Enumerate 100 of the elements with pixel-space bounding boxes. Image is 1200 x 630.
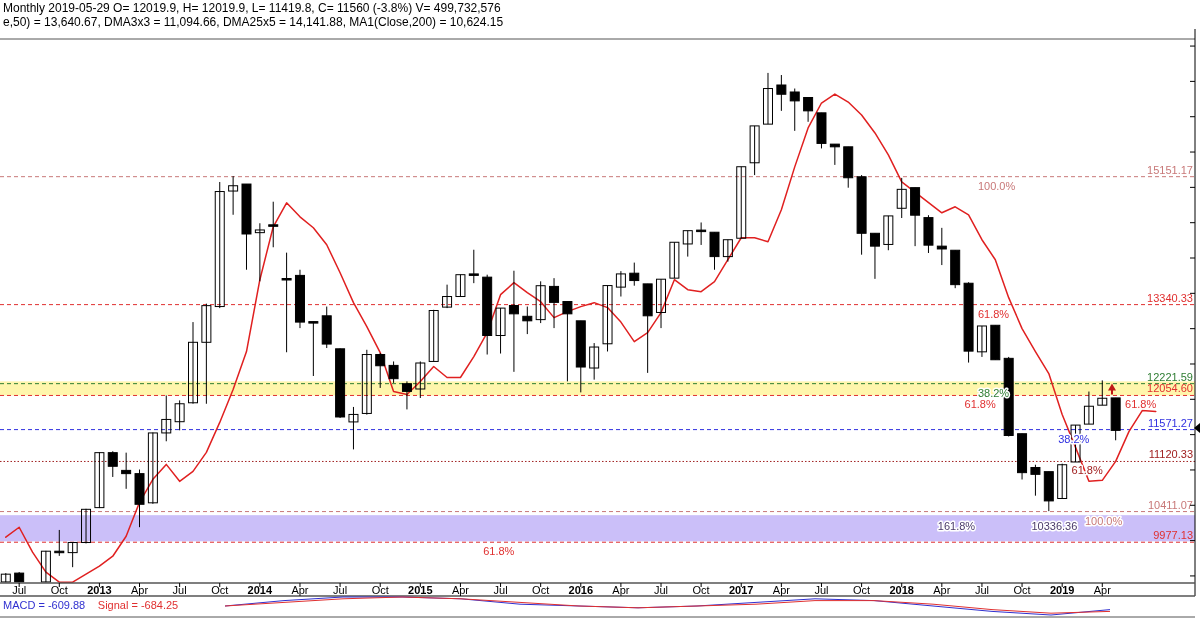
candlestick (428, 309, 439, 362)
candlestick (762, 72, 773, 125)
x-tick-label: Apr (451, 584, 470, 596)
ref-line-label: 11120.33 (1148, 448, 1193, 461)
candlestick (308, 321, 319, 377)
candlestick (803, 97, 814, 123)
x-tick-label: 2017 (729, 584, 754, 596)
candlestick (188, 321, 198, 405)
candlestick (615, 270, 626, 298)
candlestick (161, 395, 172, 442)
candlestick (1057, 463, 1068, 499)
candlestick (562, 301, 573, 382)
candlestick (201, 303, 212, 405)
candlestick (883, 215, 894, 251)
candlestick (896, 177, 907, 219)
text: Signal = -684.25 (97, 599, 179, 611)
x-tick-label: Jul (974, 584, 989, 596)
x-tick-label: Jul (333, 584, 348, 596)
text: MACD = -609.88 (3, 599, 86, 611)
candlestick (388, 360, 399, 384)
candlestick (94, 451, 105, 509)
x-tick-label: 2014 (247, 584, 273, 596)
candlestick (722, 239, 733, 263)
candlestick (869, 232, 880, 280)
x-tick-label: Oct (853, 584, 871, 596)
ref-line-label: 15151.17 (1147, 163, 1193, 176)
candlestick (508, 270, 519, 373)
annotation: 61.8% (964, 398, 996, 411)
ref-line-label: 12221.59 (1147, 370, 1193, 383)
candlestick (589, 342, 600, 381)
chart-title: Monthly 2019-05-29 O= 12019.9, H= 12019.9, L= 11419.8, C= 11560 (-3.8%) V= 499,732,576 (3, 1, 501, 15)
candlestick (682, 230, 693, 258)
ref-line-label: 11571.27 (1147, 416, 1193, 429)
candlestick (401, 380, 412, 410)
candlestick (361, 349, 372, 416)
candlestick (1097, 379, 1108, 406)
candlestick (829, 143, 840, 166)
candlestick (174, 399, 185, 431)
candlestick (67, 541, 78, 568)
x-tick-label: 2015 (408, 584, 433, 596)
candlestick (1083, 391, 1094, 425)
candlestick (81, 508, 92, 544)
candlestick (976, 325, 987, 358)
ref-line-label: 9977.13 (1153, 529, 1193, 542)
candlestick (214, 181, 225, 309)
annotation: 10336.36 (1031, 519, 1078, 532)
candlestick (535, 280, 546, 324)
annotation: 100.0% (1084, 514, 1123, 527)
candlestick (107, 450, 118, 478)
x-tick-label: Oct (211, 584, 229, 596)
candlestick (495, 307, 506, 355)
candlestick (375, 352, 386, 389)
candlestick (281, 252, 292, 353)
x-tick-label: Oct (692, 584, 710, 596)
x-tick-label: Oct (532, 584, 550, 596)
candlestick (629, 262, 640, 287)
x-tick-label: Jul (814, 584, 829, 596)
candlestick (468, 249, 479, 284)
x-tick-label: 2013 (87, 584, 112, 596)
candlestick (789, 88, 800, 132)
annotation: 61.8% (977, 307, 1010, 320)
candlestick (696, 221, 707, 246)
candlestick (268, 201, 279, 248)
candlestick (736, 166, 747, 239)
x-tick-label: Oct (371, 584, 389, 596)
candlestick (40, 550, 51, 583)
candlestick (749, 125, 760, 176)
candlestick (1030, 464, 1041, 497)
x-tick-label: Apr (1093, 584, 1112, 596)
candlestick (455, 274, 466, 298)
candlestick (121, 452, 132, 490)
x-tick-label: Apr (933, 584, 951, 596)
candlestick (348, 406, 359, 450)
annotation: 61.8% (483, 545, 515, 558)
annotation: 161.8% (937, 519, 976, 532)
x-tick-label: Jul (172, 584, 187, 596)
candlestick (442, 284, 453, 309)
candlestick (415, 360, 426, 399)
candlestick (936, 227, 947, 266)
x-tick-label: Oct (1013, 584, 1031, 596)
x-tick-label: Oct (50, 584, 68, 596)
candlestick (776, 74, 787, 112)
annotation: 100.0% (977, 179, 1016, 192)
candlestick (602, 285, 613, 352)
candlestick (549, 277, 560, 329)
candlestick (228, 175, 239, 216)
x-tick-label: Apr (130, 584, 149, 596)
ref-line-label: 10411.07 (1147, 498, 1193, 511)
x-tick-label: 2016 (568, 584, 594, 596)
candlestick (656, 278, 667, 329)
candlestick (147, 432, 158, 505)
candlestick (254, 222, 265, 282)
x-tick-label: Apr (772, 584, 791, 596)
annotation: 61.8% (1125, 398, 1157, 411)
x-tick-label: Apr (291, 584, 309, 596)
x-tick-label: Jul (12, 584, 27, 596)
x-tick-label: 2018 (889, 584, 914, 596)
candlestick (522, 306, 533, 335)
x-tick-label: 2019 (1049, 584, 1075, 596)
candlestick (669, 241, 680, 279)
